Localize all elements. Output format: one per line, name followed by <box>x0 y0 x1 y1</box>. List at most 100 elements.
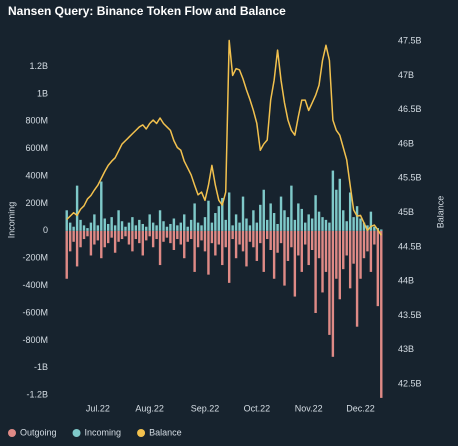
bar <box>335 230 338 279</box>
bar <box>342 230 345 270</box>
bar <box>148 230 151 237</box>
y2-tick-label: 43B <box>398 344 414 354</box>
bar <box>221 197 224 231</box>
bar <box>307 230 310 266</box>
bar <box>96 230 100 241</box>
bar <box>321 230 324 293</box>
bar <box>338 178 342 231</box>
bar <box>317 230 321 259</box>
y-tick-label: 400M <box>25 170 48 180</box>
line <box>66 39 382 236</box>
legend-label: Balance <box>149 427 182 437</box>
bar <box>338 230 342 300</box>
bar <box>252 210 255 231</box>
bar <box>234 214 238 231</box>
bar <box>203 230 207 252</box>
bar <box>189 219 193 231</box>
bar <box>245 218 248 231</box>
bar <box>290 230 293 248</box>
bar <box>252 230 255 248</box>
bar <box>106 223 110 231</box>
bar <box>124 230 127 237</box>
bar <box>238 222 241 231</box>
chart-title: Nansen Query: Binance Token Flow and Bal… <box>8 4 286 18</box>
bar <box>75 230 79 267</box>
bar <box>200 230 203 241</box>
bar <box>169 230 172 244</box>
y-tick-label: 600M <box>25 143 48 153</box>
bar <box>120 230 124 240</box>
bar <box>352 217 355 231</box>
bar <box>262 230 265 272</box>
bar <box>238 230 241 245</box>
bar <box>324 230 328 272</box>
bar <box>272 213 276 231</box>
bar <box>224 219 227 231</box>
bar <box>172 218 176 231</box>
bar <box>380 229 383 231</box>
bar <box>93 230 96 245</box>
y-tick-label: 1.2B <box>29 61 48 71</box>
bar <box>82 225 86 231</box>
bar <box>283 230 286 286</box>
bar <box>245 230 248 267</box>
bar <box>155 225 158 231</box>
bar <box>186 226 189 231</box>
y2-tick-label: 44B <box>398 276 414 286</box>
bar <box>355 206 359 231</box>
bar <box>348 230 352 289</box>
x-tick-label: Oct.22 <box>244 403 271 413</box>
bar <box>217 206 221 231</box>
y-tick-label: 1B <box>37 88 48 98</box>
bar <box>179 222 183 231</box>
bar <box>304 222 307 231</box>
bar <box>362 230 366 259</box>
bar <box>151 230 155 248</box>
legend-label: Incoming <box>85 427 122 437</box>
y2-axis-label: Balance <box>435 196 445 229</box>
bar <box>328 222 331 231</box>
bar <box>283 210 286 231</box>
bar <box>68 230 72 252</box>
bar <box>279 196 283 231</box>
bar <box>158 210 162 231</box>
y2-tick-label: 42.5B <box>398 379 422 389</box>
bar <box>293 219 297 231</box>
bar <box>103 218 106 231</box>
bar <box>162 221 165 231</box>
bar <box>75 185 79 231</box>
bar <box>231 225 234 231</box>
bar <box>158 230 162 266</box>
bar <box>331 230 335 357</box>
bar <box>380 230 383 398</box>
bar <box>262 189 265 231</box>
y-tick-label: -800M <box>22 335 48 345</box>
bar <box>276 223 279 231</box>
bar <box>297 203 300 231</box>
bar <box>241 230 245 252</box>
bar <box>293 230 297 297</box>
y2-tick-label: 43.5B <box>398 310 422 320</box>
bar <box>141 230 144 256</box>
legend-swatch <box>137 429 146 437</box>
bar <box>172 230 176 250</box>
legend-label: Outgoing <box>20 427 57 437</box>
bar <box>345 230 348 256</box>
bar <box>179 230 183 245</box>
bar <box>373 230 376 245</box>
y2-tick-label: 45.5B <box>398 173 422 183</box>
bar <box>321 217 324 231</box>
bar <box>265 230 269 240</box>
bar <box>186 230 189 242</box>
bar <box>300 208 303 231</box>
bar <box>369 230 373 272</box>
x-tick-label: Nov.22 <box>295 403 323 413</box>
bar <box>148 214 151 231</box>
bar <box>269 230 272 250</box>
bar <box>234 230 238 259</box>
bar <box>290 185 293 231</box>
y-tick-label: -1.2B <box>26 390 48 400</box>
y2-tick-label: 45B <box>398 207 414 217</box>
bar <box>276 230 279 253</box>
bar <box>72 230 75 242</box>
